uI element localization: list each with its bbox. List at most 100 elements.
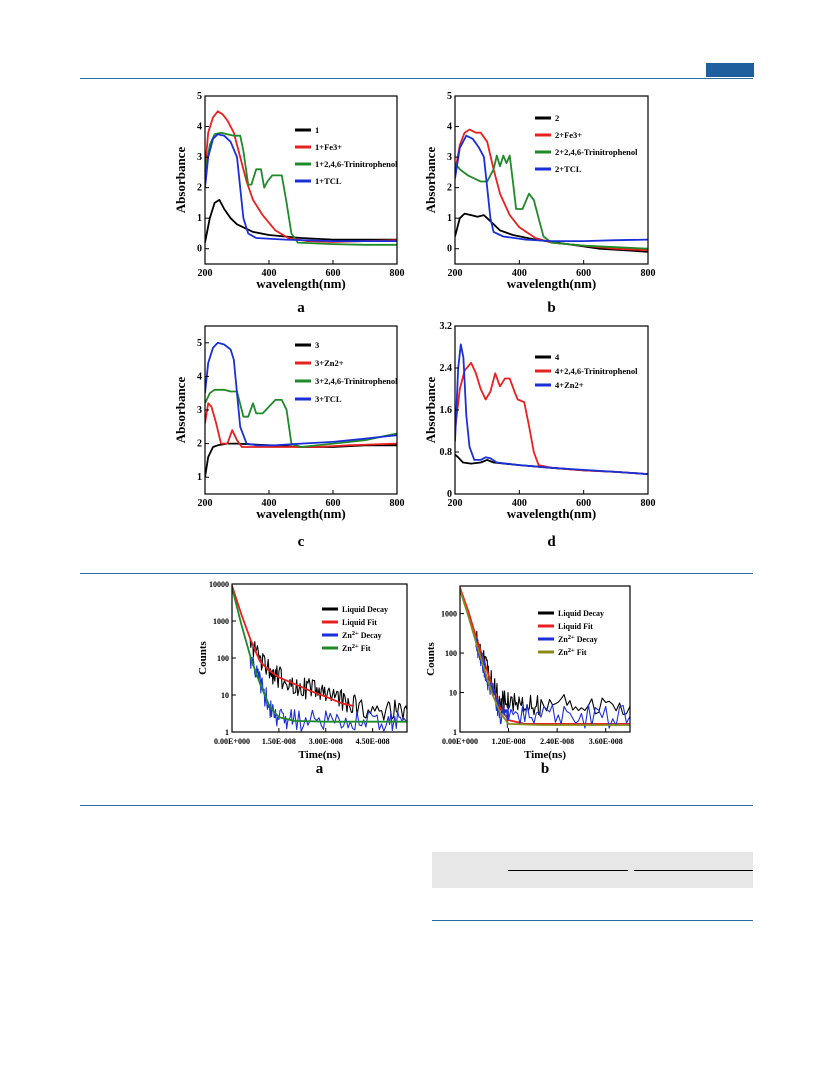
section-rule-1 (80, 573, 753, 574)
series-line-2-tcl (455, 134, 648, 242)
legend-label: 3+2,4,6-Trinitrophenol (315, 376, 398, 386)
y-tick-label: 5 (197, 91, 202, 102)
header-tab (706, 63, 754, 77)
panel-label: c (298, 534, 305, 550)
y-tick-label: 0 (447, 489, 452, 500)
legend-label: 2+TCL (555, 164, 582, 174)
x-axis-label: wavelength(nm) (507, 276, 597, 291)
y-tick-label: 3.2 (440, 321, 453, 332)
plot-frame (204, 95, 398, 265)
legend-label: 1+2,4,6-Trinitrophenol (315, 159, 398, 169)
legend-label: Liquid Decay (342, 605, 388, 614)
series-line-1 (205, 199, 397, 243)
x-tick-label: 200 (448, 268, 463, 279)
x-tick-label: 600 (576, 498, 591, 509)
y-tick-label: 1 (453, 728, 457, 737)
y-tick-label: 4 (197, 371, 202, 382)
y-tick-label: 2 (197, 439, 202, 450)
x-tick-label: 0.00E+000 (214, 737, 250, 746)
series-group (460, 587, 630, 729)
series-line-3-2-4-6-trinitrophenol (205, 388, 397, 448)
series-line-1-tcl (205, 133, 397, 242)
legend-label: 3 (315, 340, 319, 350)
chart-panel-b-5: 0.00E+000 1.20E-008 2.40E-008 3.60E-008 1 10 1… (425, 585, 631, 777)
x-tick-label: 600 (576, 268, 591, 279)
y-axis-label: Absorbance (173, 377, 188, 444)
y-tick-label: 1000 (213, 617, 229, 626)
section-rule-2 (80, 805, 753, 806)
legend-label: 4 (555, 352, 560, 362)
legend-label: 2+2,4,6-Trinitrophenol (555, 147, 638, 157)
series-line-zn2-fit (232, 587, 407, 723)
table-bottom-rule (432, 920, 753, 921)
x-tick-label: 200 (198, 268, 213, 279)
table-rule-2 (634, 870, 753, 871)
plot-frame (454, 325, 649, 495)
x-tick-label: 400 (262, 268, 277, 279)
legend-label: Zn2+ Fit (342, 643, 371, 654)
x-tick-label: 2.40E-008 (540, 737, 574, 746)
x-axis-label: wavelength(nm) (256, 506, 346, 521)
y-tick-label: 1.6 (440, 405, 453, 416)
series-line-zn2-decay (460, 589, 630, 729)
y-tick-label: 0 (197, 244, 202, 255)
y-tick-label: 2 (197, 183, 202, 194)
series-group (232, 585, 407, 732)
legend-label: Zn2+ Decay (342, 630, 382, 641)
x-tick-label: 200 (198, 498, 213, 509)
y-tick-label: 1 (225, 728, 229, 737)
panel-label: b (547, 300, 555, 316)
y-tick-label: 0.8 (440, 447, 453, 458)
legend-label: 1 (315, 125, 319, 135)
x-tick-label: 800 (641, 498, 656, 509)
legend-label: Liquid Decay (558, 609, 604, 618)
panel-label: b (541, 761, 549, 777)
y-tick-label: 100 (217, 654, 229, 663)
y-tick-label: 0 (447, 244, 452, 255)
plot-frame (459, 585, 631, 733)
x-tick-label: 600 (326, 268, 341, 279)
chart-panel-d-3: 200 400 600 800 0 0.8 1.6 2.4 3.2 wavelength(nm) A… (423, 321, 656, 550)
y-tick-label: 4 (447, 122, 452, 133)
y-tick-label: 3 (447, 152, 452, 163)
legend-label: 2+Fe3+ (555, 130, 582, 140)
series-line-4-zn2- (455, 343, 648, 475)
x-tick-label: 800 (390, 498, 405, 509)
y-tick-label: 1000 (441, 610, 457, 619)
x-tick-label: 400 (512, 268, 527, 279)
chart-panel-a-0: 200 400 600 800 0 1 2 3 4 5 wavelength(nm) Absorban… (173, 91, 405, 316)
legend-label: 1+TCL (315, 176, 342, 186)
x-tick-label: 200 (448, 498, 463, 509)
series-line-liquid-fit (232, 585, 355, 707)
x-tick-label: 800 (641, 268, 656, 279)
chart-panel-b-1: 200 400 600 800 0 1 2 3 4 5 wavelength(nm) Absorban… (423, 91, 656, 316)
table-rule-1 (508, 870, 628, 871)
panel-label: a (297, 300, 305, 316)
header-rule (80, 78, 753, 79)
y-axis-label: Counts (425, 641, 437, 675)
series-line-liquid-fit (460, 587, 630, 725)
panel-label: d (547, 534, 556, 550)
x-axis-label: Time(ns) (524, 749, 566, 761)
x-tick-label: 600 (326, 498, 341, 509)
series-line-2 (455, 212, 648, 253)
y-axis-label: Absorbance (423, 377, 438, 444)
y-tick-label: 10 (449, 689, 457, 698)
legend-label: 4+2,4,6-Trinitrophenol (555, 366, 638, 376)
series-line-3-tcl (205, 341, 397, 447)
x-tick-label: 400 (512, 498, 527, 509)
series-line-2-2-4-6-trinitrophenol (455, 154, 648, 250)
x-axis-label: wavelength(nm) (256, 276, 346, 291)
plot-frame (204, 325, 398, 495)
y-tick-label: 5 (447, 91, 452, 102)
series-group (205, 341, 397, 478)
legend-label: 3+Zn2+ (315, 358, 344, 368)
series-line-1-2-4-6-trinitrophenol (205, 131, 397, 246)
legend-label: 4+Zn2+ (555, 380, 584, 390)
legend-label: Liquid Fit (342, 618, 377, 627)
panel-label: a (316, 761, 324, 777)
legend-label: 1+Fe3+ (315, 142, 342, 152)
x-tick-label: 400 (262, 498, 277, 509)
series-group (205, 110, 397, 246)
